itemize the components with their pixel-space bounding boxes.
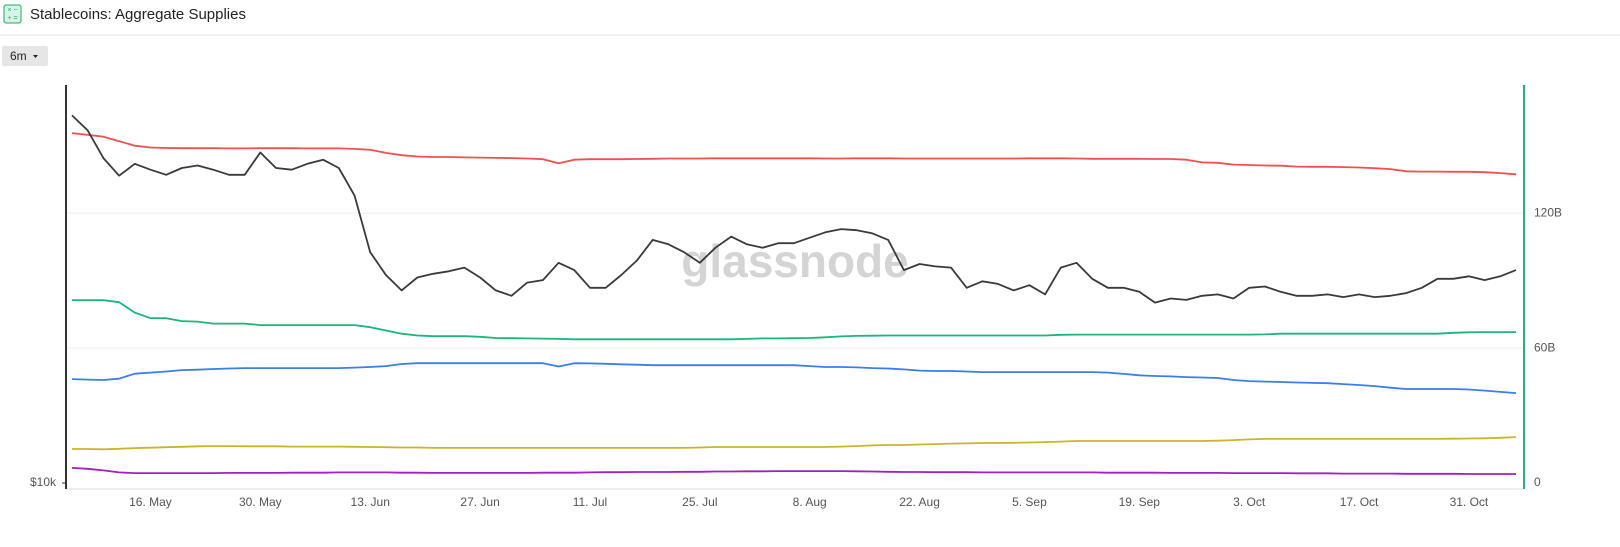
y2-tick-label: 120B — [1534, 205, 1562, 219]
range-button[interactable] — [2, 46, 48, 66]
y-tick-label: $10k — [30, 475, 57, 489]
x-tick-label: 11. Jul — [573, 495, 607, 509]
x-tick-label: 3. Oct — [1233, 495, 1266, 509]
x-tick-label: 27. Jun — [460, 495, 499, 509]
svg-text:+ =: + = — [7, 15, 17, 22]
x-tick-label: 25. Jul — [682, 495, 717, 509]
x-tick-label: 30. May — [239, 495, 282, 509]
series-line — [71, 132, 1517, 176]
x-tick-label: 16. May — [129, 495, 172, 509]
y2-tick-label: 0 — [1534, 475, 1541, 489]
svg-text:× −: × − — [7, 7, 17, 14]
header-icon: × − + = — [3, 4, 22, 24]
series-line — [71, 114, 1517, 304]
dropdown-arrow — [33, 55, 38, 58]
x-tick-label: 13. Jun — [351, 495, 390, 509]
x-tick-label: 31. Oct — [1450, 495, 1489, 509]
range-button-label[interactable]: 6m — [10, 49, 27, 63]
series-line — [71, 362, 1517, 394]
x-tick-label: 8. Aug — [793, 495, 827, 509]
series-line — [71, 467, 1516, 475]
x-tick-label: 5. Sep — [1012, 495, 1047, 509]
chart-title: Stablecoins: Aggregate Supplies — [30, 6, 246, 23]
watermark: glassnode — [681, 235, 909, 287]
x-tick-label: 22. Aug — [899, 495, 940, 509]
y2-tick-label: 60B — [1534, 340, 1555, 354]
series-line — [72, 436, 1517, 451]
series-line — [72, 299, 1516, 341]
x-tick-label: 19. Sep — [1119, 495, 1161, 509]
x-tick-label: 17. Oct — [1340, 495, 1379, 509]
